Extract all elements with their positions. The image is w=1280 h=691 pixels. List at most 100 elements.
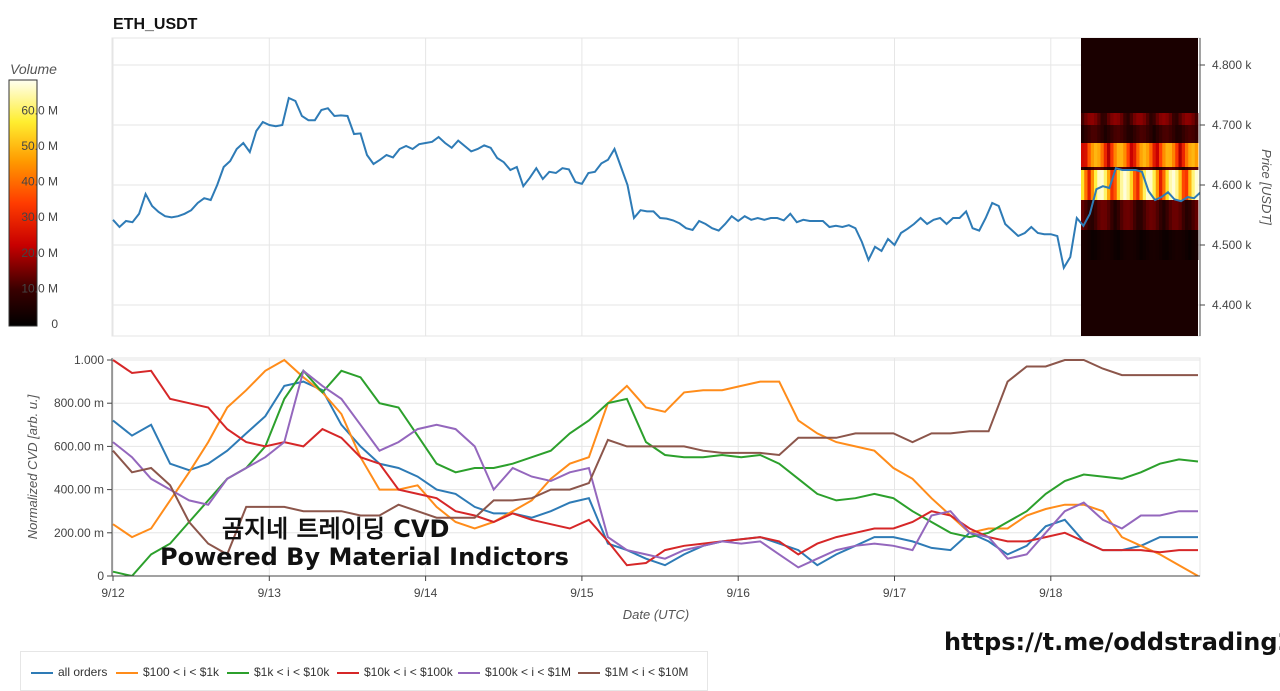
x-tick-label: 9/13 (258, 586, 282, 600)
heatmap-cell (1159, 170, 1163, 200)
chart-title: ETH_USDT (113, 16, 198, 33)
heatmap-cell (1185, 167, 1189, 170)
x-tick-label: 9/14 (414, 586, 438, 600)
legend-item-10k-100k[interactable]: $10k < i < $100k (337, 665, 453, 679)
heatmap-cell (1136, 113, 1140, 125)
heatmap-cell (1168, 170, 1173, 200)
heatmap-cell (1120, 125, 1124, 143)
heatmap-cell (1142, 113, 1147, 125)
heatmap-cell (1175, 200, 1179, 230)
heatmap-cell (1146, 167, 1150, 170)
heatmap-cell (1191, 200, 1196, 230)
colorbar-tick-label: 10.0 M (21, 281, 58, 295)
legend-item-1k-10k[interactable]: $1k < i < $10k (227, 665, 329, 679)
heatmap-cell (1081, 113, 1085, 125)
cvd-x-ticks: 9/12 9/13 9/14 9/15 9/16 9/17 9/18 (101, 576, 1063, 600)
price-axis-title: Price [USDT] (1259, 149, 1274, 225)
heatmap-cell (1181, 170, 1186, 200)
heatmap-cell (1194, 200, 1199, 230)
heatmap-cell (1172, 230, 1176, 260)
heatmap-cell (1175, 167, 1179, 170)
price-y-ticks: 4.400 k 4.500 k 4.600 k 4.700 k 4.800 k (1200, 58, 1252, 312)
heatmap-cell (1084, 113, 1088, 125)
heatmap-cell (1097, 113, 1101, 125)
legend-item-100k-1m[interactable]: $100k < i < $1M (458, 665, 571, 679)
price-tick-label: 4.700 k (1212, 118, 1252, 132)
heatmap-cell (1168, 143, 1173, 167)
heatmap-cell (1100, 125, 1105, 143)
heatmap-cell (1081, 143, 1085, 167)
heatmap-cell (1107, 113, 1111, 125)
heatmap-cell (1191, 143, 1196, 167)
heatmap-cell (1087, 170, 1092, 200)
legend-label: $100 < i < $1k (143, 665, 220, 679)
heatmap-cell (1139, 170, 1144, 200)
legend-item-all-orders[interactable]: all orders (31, 665, 107, 679)
heatmap-cell (1146, 125, 1150, 143)
heatmap-cell (1159, 167, 1163, 170)
heatmap-cell (1178, 200, 1183, 230)
heatmap-cell (1126, 113, 1131, 125)
heatmap-cell (1185, 230, 1189, 260)
heatmap-cell (1155, 170, 1160, 200)
heatmap-cell (1188, 230, 1192, 260)
heatmap-cell (1191, 170, 1196, 200)
heatmap-cell (1123, 170, 1127, 200)
heatmap-cell (1120, 170, 1124, 200)
x-tick-label: 9/17 (883, 586, 907, 600)
heatmap-cell (1165, 113, 1170, 125)
heatmap-cell (1123, 230, 1127, 260)
heatmap-cell (1188, 143, 1192, 167)
legend-swatch (458, 671, 480, 674)
heatmap-cell (1194, 113, 1199, 125)
heatmap-cell (1172, 200, 1176, 230)
legend-label: all orders (58, 665, 108, 679)
heatmap-cell (1149, 113, 1153, 125)
heatmap-cell (1185, 200, 1189, 230)
legend-item-1m-10m[interactable]: $1M < i < $10M (578, 665, 688, 679)
legend: all orders $100 < i < $1k $1k < i < $10k… (20, 651, 708, 691)
legend-label: $1k < i < $10k (254, 665, 330, 679)
heatmap-cell (1185, 113, 1189, 125)
heatmap-cell (1110, 125, 1114, 143)
heatmap-cell (1120, 200, 1124, 230)
cvd-tick-label: 400.00 m (54, 483, 104, 497)
heatmap-cell (1142, 170, 1147, 200)
heatmap-cell (1113, 170, 1118, 200)
heatmap-cell (1120, 143, 1124, 167)
heatmap-cell (1103, 167, 1108, 170)
heatmap-cell (1113, 125, 1118, 143)
heatmap-cell (1194, 167, 1199, 170)
heatmap-cell (1126, 170, 1131, 200)
heatmap-cell (1094, 143, 1098, 167)
heatmap-cell (1165, 143, 1170, 167)
heatmap-cell (1090, 125, 1095, 143)
price-series (112, 96, 1200, 271)
heatmap-cell (1178, 125, 1183, 143)
heatmap-cell (1172, 125, 1176, 143)
heatmap-cell (1126, 143, 1131, 167)
legend-label: $1M < i < $10M (605, 665, 689, 679)
heatmap-cell (1178, 170, 1183, 200)
heatmap-cell (1129, 230, 1134, 260)
heatmap-cell (1188, 167, 1192, 170)
colorbar-tick-label: 50.0 M (21, 139, 58, 153)
heatmap-cell (1165, 125, 1170, 143)
heatmap-cell (1100, 200, 1105, 230)
legend-item-100-1k[interactable]: $100 < i < $1k (116, 665, 219, 679)
heatmap-cell (1162, 170, 1166, 200)
heatmap-cell (1094, 167, 1098, 170)
heatmap-cell (1152, 125, 1157, 143)
heatmap-cell (1178, 167, 1183, 170)
heatmap-cell (1113, 113, 1118, 125)
heatmap-cell (1136, 230, 1140, 260)
heatmap-cell (1084, 143, 1088, 167)
telegram-link[interactable]: https://t.me/oddstrading2 (944, 628, 1280, 656)
heatmap-cell (1133, 230, 1137, 260)
heatmap-cell (1139, 230, 1144, 260)
legend-swatch (227, 671, 249, 674)
heatmap-cell (1162, 167, 1166, 170)
heatmap-cell (1133, 125, 1137, 143)
heatmap-cell (1103, 125, 1108, 143)
heatmap-cell (1084, 170, 1088, 200)
